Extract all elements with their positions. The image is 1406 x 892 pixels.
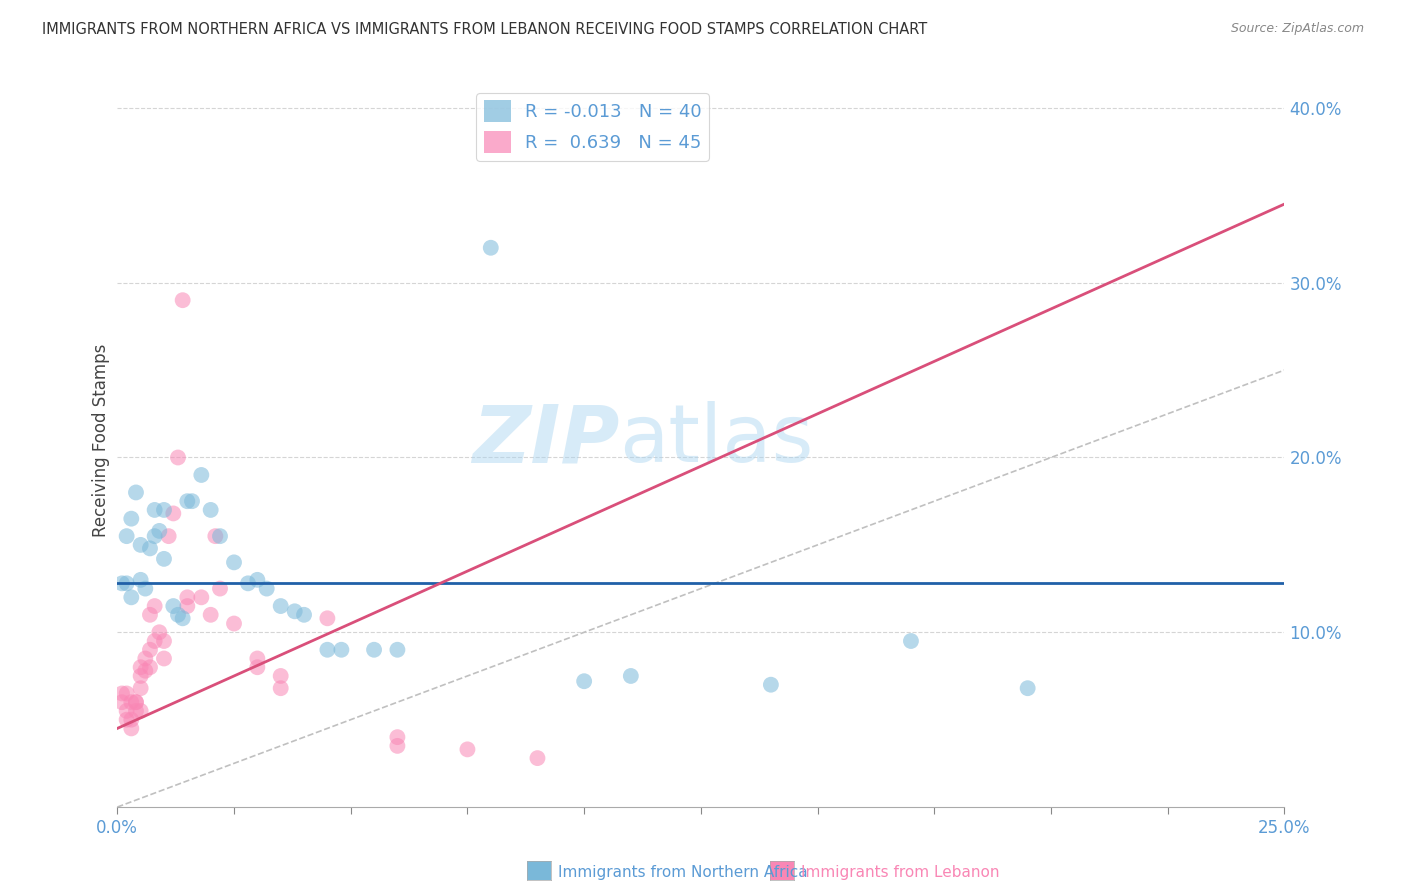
Point bbox=[129, 538, 152, 552]
Point bbox=[176, 599, 198, 613]
Point bbox=[143, 599, 166, 613]
Point bbox=[620, 669, 643, 683]
Point bbox=[153, 552, 176, 566]
Point bbox=[153, 651, 176, 665]
Point bbox=[115, 576, 138, 591]
Point bbox=[157, 529, 180, 543]
Point bbox=[143, 634, 166, 648]
Point bbox=[139, 541, 162, 556]
Point bbox=[204, 529, 226, 543]
Point bbox=[143, 529, 166, 543]
Point bbox=[363, 642, 385, 657]
Point bbox=[270, 669, 292, 683]
Point bbox=[236, 576, 259, 591]
Point bbox=[256, 582, 278, 596]
Point bbox=[246, 660, 269, 674]
Point bbox=[125, 695, 148, 709]
Point bbox=[120, 511, 142, 525]
Point bbox=[176, 591, 198, 605]
Point bbox=[115, 713, 138, 727]
Text: Source: ZipAtlas.com: Source: ZipAtlas.com bbox=[1230, 22, 1364, 36]
Point bbox=[148, 524, 170, 538]
Point bbox=[526, 751, 548, 765]
Y-axis label: Receiving Food Stamps: Receiving Food Stamps bbox=[93, 343, 110, 537]
Point bbox=[200, 607, 222, 622]
Point bbox=[456, 742, 478, 756]
Point bbox=[181, 494, 204, 508]
Point bbox=[139, 660, 162, 674]
Point bbox=[387, 730, 409, 744]
Point bbox=[572, 674, 595, 689]
Point bbox=[270, 681, 292, 696]
Point bbox=[134, 651, 156, 665]
Point bbox=[167, 450, 190, 465]
Point bbox=[115, 704, 138, 718]
Point bbox=[125, 695, 148, 709]
Text: ZIP: ZIP bbox=[472, 401, 619, 479]
Point bbox=[120, 722, 142, 736]
Point bbox=[190, 591, 212, 605]
Point bbox=[208, 529, 231, 543]
Point bbox=[125, 704, 148, 718]
Point bbox=[387, 642, 409, 657]
Point bbox=[479, 241, 502, 255]
Point bbox=[167, 607, 190, 622]
Point bbox=[148, 625, 170, 640]
Point bbox=[176, 494, 198, 508]
Point bbox=[900, 634, 922, 648]
Point bbox=[139, 607, 162, 622]
Point bbox=[115, 529, 138, 543]
Point bbox=[125, 485, 148, 500]
Text: Immigrants from Lebanon: Immigrants from Lebanon bbox=[801, 865, 1000, 880]
Point bbox=[246, 573, 269, 587]
Point bbox=[1017, 681, 1039, 696]
Point bbox=[134, 582, 156, 596]
Point bbox=[222, 555, 245, 569]
Point bbox=[139, 642, 162, 657]
Point bbox=[120, 695, 142, 709]
Point bbox=[129, 681, 152, 696]
Point bbox=[153, 634, 176, 648]
Text: Immigrants from Northern Africa: Immigrants from Northern Africa bbox=[558, 865, 808, 880]
Point bbox=[316, 611, 339, 625]
Point bbox=[222, 616, 245, 631]
Point bbox=[129, 704, 152, 718]
Legend: R = -0.013   N = 40, R =  0.639   N = 45: R = -0.013 N = 40, R = 0.639 N = 45 bbox=[477, 93, 709, 161]
Point bbox=[129, 669, 152, 683]
Point bbox=[200, 503, 222, 517]
Point bbox=[172, 293, 194, 308]
Point bbox=[129, 660, 152, 674]
Text: IMMIGRANTS FROM NORTHERN AFRICA VS IMMIGRANTS FROM LEBANON RECEIVING FOOD STAMPS: IMMIGRANTS FROM NORTHERN AFRICA VS IMMIG… bbox=[42, 22, 928, 37]
Point bbox=[115, 686, 138, 700]
Point bbox=[387, 739, 409, 753]
Point bbox=[153, 503, 176, 517]
Point bbox=[284, 604, 307, 618]
Point bbox=[270, 599, 292, 613]
Point bbox=[134, 664, 156, 678]
Point bbox=[292, 607, 315, 622]
Point bbox=[208, 582, 231, 596]
Point bbox=[111, 686, 134, 700]
Point bbox=[120, 591, 142, 605]
Point bbox=[162, 599, 184, 613]
Point bbox=[111, 576, 134, 591]
Point bbox=[129, 573, 152, 587]
Point bbox=[111, 695, 134, 709]
Point bbox=[143, 503, 166, 517]
Point bbox=[246, 651, 269, 665]
Point bbox=[162, 507, 184, 521]
Text: atlas: atlas bbox=[619, 401, 814, 479]
Point bbox=[190, 467, 212, 482]
Point bbox=[120, 713, 142, 727]
Point bbox=[759, 678, 782, 692]
Point bbox=[316, 642, 339, 657]
Point bbox=[330, 642, 353, 657]
Point bbox=[172, 611, 194, 625]
